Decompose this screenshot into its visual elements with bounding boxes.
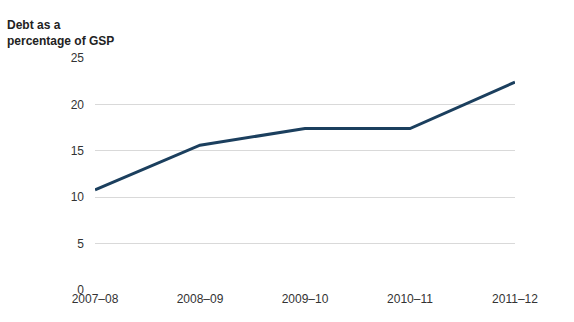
svg-text:15: 15 <box>71 144 85 158</box>
svg-text:5: 5 <box>77 237 84 251</box>
svg-text:2008–09: 2008–09 <box>177 292 224 306</box>
svg-text:2007–08: 2007–08 <box>72 292 119 306</box>
svg-text:20: 20 <box>71 98 85 112</box>
svg-text:0: 0 <box>77 283 84 297</box>
svg-text:2009–10: 2009–10 <box>282 292 329 306</box>
svg-text:25: 25 <box>71 51 85 65</box>
svg-text:2010–11: 2010–11 <box>387 292 433 306</box>
svg-text:10: 10 <box>71 190 85 204</box>
svg-text:2011–12: 2011–12 <box>492 292 538 306</box>
svg-text:Debt as apercentage of GSP: Debt as apercentage of GSP <box>7 18 114 48</box>
